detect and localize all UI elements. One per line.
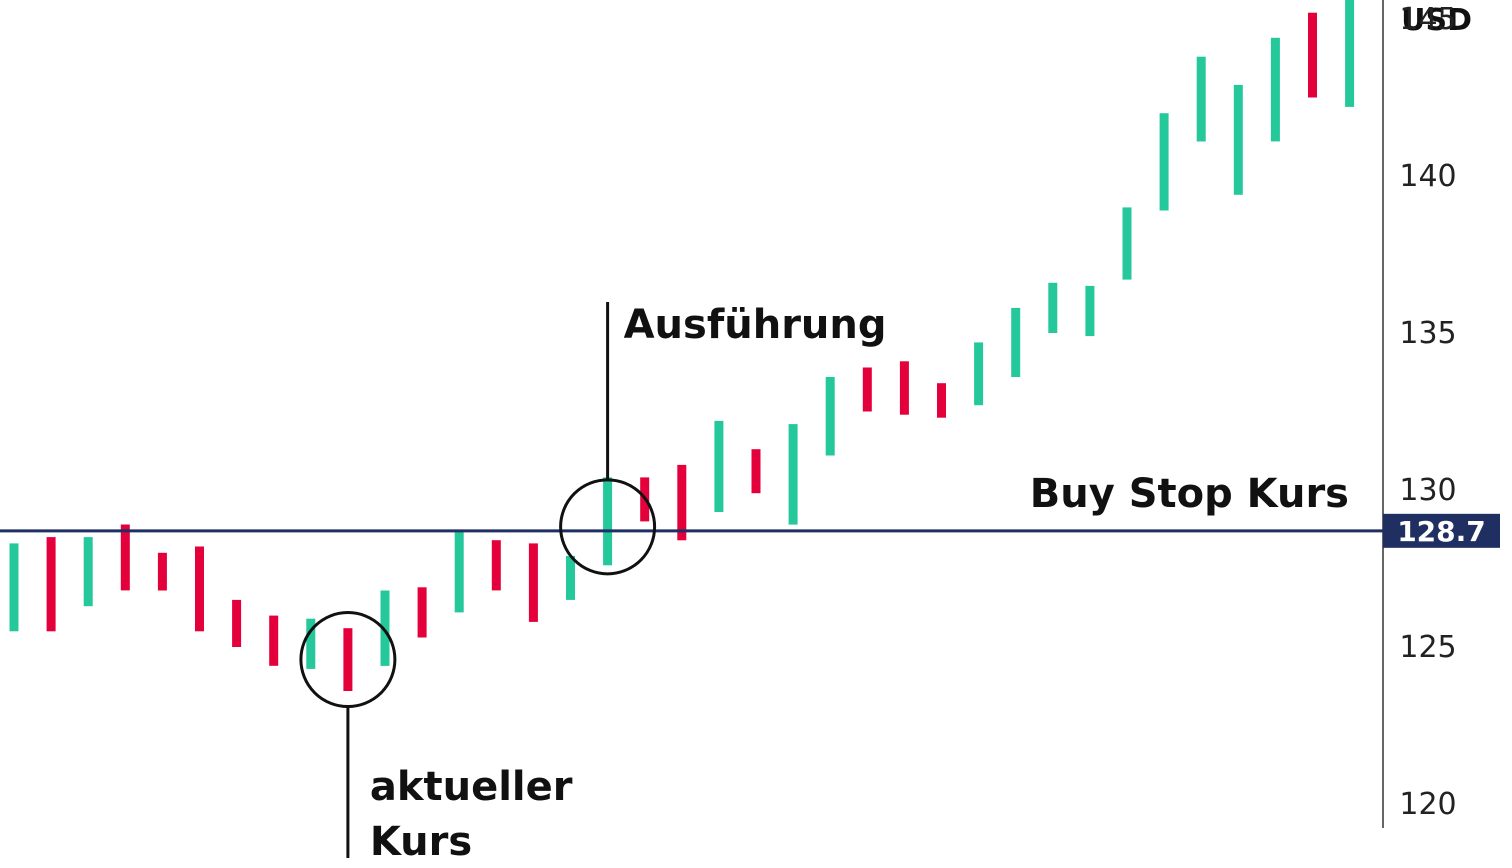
price-bar-13 xyxy=(454,530,464,613)
execution-annotation: Ausführung xyxy=(559,302,887,576)
buy-stop-tag-background xyxy=(1383,513,1500,548)
price-bar-23 xyxy=(825,377,835,456)
price-bar-36 xyxy=(1308,12,1317,98)
y-axis-unit-label: USD xyxy=(1401,3,1472,38)
y-tick-label-135: 135 xyxy=(1399,316,1456,351)
price-bar-34 xyxy=(1233,84,1243,195)
buy-stop-tag-value: 128.7 xyxy=(1397,515,1486,548)
price-bar-31 xyxy=(1122,207,1132,280)
price-bar-35 xyxy=(1270,37,1280,142)
price-bar-26 xyxy=(937,383,946,418)
price-bar-24 xyxy=(862,367,872,412)
price-bar-28 xyxy=(1011,307,1021,377)
current-price-annotation: aktueller Kurs xyxy=(299,611,573,865)
price-bar-14 xyxy=(491,540,501,591)
y-tick-label-145: 145 xyxy=(1399,2,1456,37)
price-bar-5 xyxy=(157,552,167,591)
price-bars xyxy=(9,0,1355,691)
price-bar-27 xyxy=(974,342,984,406)
execution-label: Ausführung xyxy=(624,302,887,348)
price-bar-37 xyxy=(1345,0,1355,107)
price-bar-9 xyxy=(306,618,316,669)
buy-stop-price-tag: 128.7 xyxy=(1383,513,1500,548)
price-bar-16 xyxy=(566,555,575,600)
price-bar-2 xyxy=(46,537,56,632)
y-tick-label-130: 130 xyxy=(1399,473,1456,508)
price-bar-12 xyxy=(417,587,427,638)
y-tick-label-140: 140 xyxy=(1399,159,1456,194)
price-bar-32 xyxy=(1159,113,1169,211)
price-bar-29 xyxy=(1048,282,1058,333)
price-bar-17 xyxy=(603,477,613,566)
price-bar-30 xyxy=(1085,285,1095,337)
price-bar-6 xyxy=(195,546,204,632)
y-axis-ticks: 145 140 135 130 125 120 xyxy=(1399,2,1456,822)
current-price-label-line-1: aktueller xyxy=(370,764,573,810)
price-bar-7 xyxy=(232,599,242,647)
price-bar-11 xyxy=(380,590,390,666)
price-bar-4 xyxy=(120,524,130,591)
price-bar-21 xyxy=(751,449,761,494)
price-bar-15 xyxy=(528,543,538,622)
price-bar-1 xyxy=(9,543,19,632)
price-bar-19 xyxy=(677,464,687,541)
price-bar-25 xyxy=(899,361,909,415)
y-tick-label-125: 125 xyxy=(1399,630,1456,665)
y-tick-label-120: 120 xyxy=(1399,787,1456,822)
buy-stop-label: Buy Stop Kurs xyxy=(1030,471,1349,517)
price-bar-20 xyxy=(714,420,724,512)
current-price-label-line-2: Kurs xyxy=(370,819,472,865)
price-bar-3 xyxy=(83,537,93,607)
price-bar-8 xyxy=(269,615,279,666)
price-bar-22 xyxy=(788,424,798,525)
price-bar-10 xyxy=(343,628,353,691)
price-bar-33 xyxy=(1196,56,1206,142)
